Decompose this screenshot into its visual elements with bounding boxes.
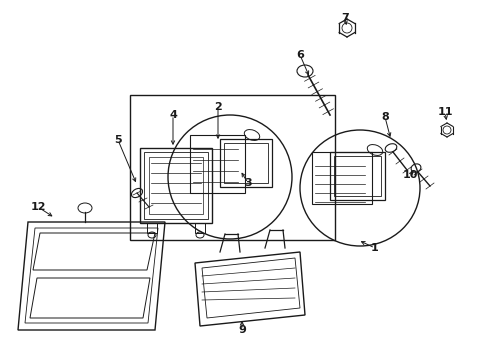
- Text: 2: 2: [214, 102, 222, 112]
- Bar: [149, 157, 203, 214]
- Text: 5: 5: [114, 135, 122, 145]
- Text: 4: 4: [169, 110, 177, 120]
- Bar: [144, 152, 208, 219]
- Text: 1: 1: [371, 243, 379, 253]
- Bar: [330, 152, 385, 200]
- Text: 11: 11: [437, 107, 453, 117]
- Text: 3: 3: [244, 178, 252, 188]
- Bar: [220, 139, 272, 187]
- Bar: [140, 148, 212, 223]
- Bar: [195, 223, 205, 233]
- Text: 8: 8: [381, 112, 389, 122]
- Bar: [130, 95, 335, 240]
- Bar: [224, 143, 268, 183]
- Text: 7: 7: [341, 13, 349, 23]
- Text: 9: 9: [238, 325, 246, 335]
- Bar: [312, 152, 372, 204]
- Bar: [190, 135, 245, 193]
- Bar: [334, 156, 381, 196]
- Bar: [147, 223, 157, 233]
- Text: 6: 6: [296, 50, 304, 60]
- Text: 12: 12: [30, 202, 46, 212]
- Text: 10: 10: [402, 170, 417, 180]
